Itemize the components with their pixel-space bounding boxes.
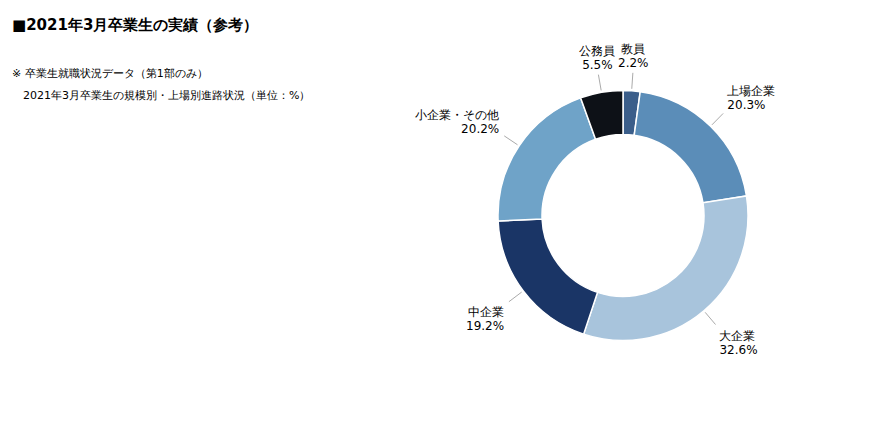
svg-text:上場企業: 上場企業 [727, 84, 775, 98]
svg-text:大企業: 大企業 [719, 329, 755, 343]
svg-text:20.2%: 20.2% [461, 122, 499, 136]
html-text:2021年3月卒業生の規模別・上場別進路状況（単位：%）: 2021年3月卒業生の規模別・上場別進路状況（単位：%） [12, 89, 311, 102]
svg-text:小企業・その他: 小企業・その他 [415, 108, 499, 122]
html-text:■2021年3月卒業生の実績（参考）: ■2021年3月卒業生の実績（参考） [12, 16, 259, 34]
svg-text:2.2%: 2.2% [618, 56, 649, 70]
svg-text:公務員: 公務員 [579, 44, 615, 58]
svg-text:20.3%: 20.3% [727, 98, 765, 112]
svg-text:19.2%: 19.2% [466, 319, 504, 333]
html-text:※ 卒業生就職状況データ（第1部のみ）: ※ 卒業生就職状況データ（第1部のみ） [12, 67, 208, 80]
svg-text:5.5%: 5.5% [582, 58, 613, 72]
svg-text:32.6%: 32.6% [719, 343, 757, 357]
svg-text:中企業: 中企業 [468, 305, 504, 319]
svg-text:教員: 教員 [621, 42, 645, 56]
